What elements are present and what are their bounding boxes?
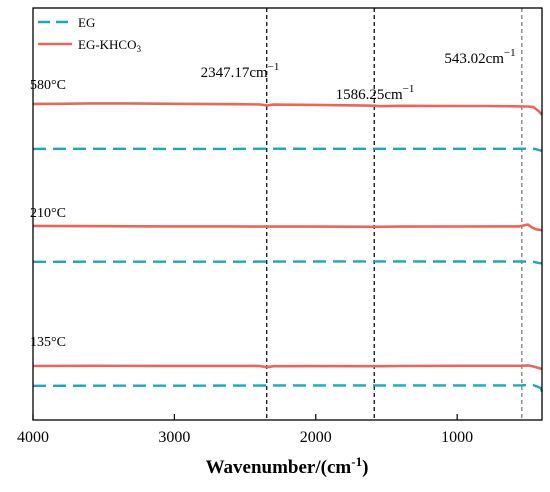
peak-label: 2347.17cm−1: [201, 61, 280, 81]
spectrum-line: [32, 364, 543, 371]
x-tick-label: 4000: [17, 429, 49, 446]
x-tick-label: 2000: [300, 429, 332, 446]
legend-label: EG: [78, 15, 95, 30]
temperature-label: 135°C: [30, 335, 66, 350]
spectrum-line: [32, 223, 543, 232]
legend-label: EG-KHCO3: [78, 37, 142, 54]
x-tick-label: 3000: [158, 429, 190, 446]
temperature-label: 210°C: [30, 206, 66, 221]
spectrum-line: [32, 260, 543, 265]
temperature-labels: 580°C 210°C 135°C: [30, 78, 66, 350]
peak-labels: 2347.17cm−1 1586.25cm−1 543.02cm−1: [201, 47, 516, 103]
peak-label: 1586.25cm−1: [336, 83, 415, 103]
spectrum-line: [32, 383, 544, 393]
spectrum-line: [32, 102, 543, 116]
x-tick-label: 1000: [441, 429, 473, 446]
series-layer: [32, 102, 544, 393]
temperature-label: 580°C: [30, 78, 66, 93]
x-axis-label: Wavenumber/(cm-1): [206, 454, 369, 478]
legend: EG EG-KHCO3: [38, 15, 142, 54]
peak-label: 543.02cm−1: [444, 47, 515, 67]
spectrum-line: [32, 147, 543, 153]
x-axis-ticks: 4000 3000 2000 1000: [17, 414, 473, 446]
plot-frame: [32, 7, 543, 421]
reference-lines: [265, 8, 523, 420]
